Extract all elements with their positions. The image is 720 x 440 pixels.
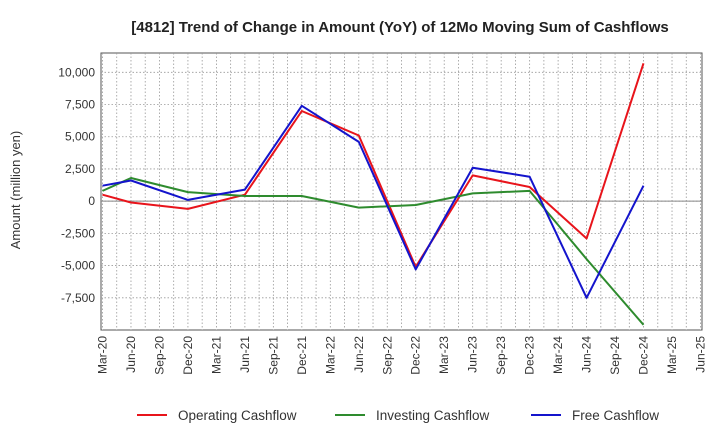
y-tick-label: -2,500 [61,226,95,240]
x-tick-label: Jun-22 [352,336,366,373]
x-tick-label: Jun-23 [466,336,480,373]
x-axis: Mar-20 Jun-20 Sep-20 Dec-20 Mar-21 Jun-21 Sep-… [96,336,708,375]
x-tick-label: Dec-22 [409,336,423,375]
y-tick-label: 0 [88,194,95,208]
x-tick-label: Jun-21 [238,336,252,373]
series-line [102,177,645,326]
x-tick-label: Dec-24 [637,336,651,375]
grid-lines [101,53,702,330]
series-lines [102,62,645,326]
x-tick-label: Dec-21 [295,336,309,375]
y-tick-label: 5,000 [65,130,95,144]
series-line [102,104,645,299]
legend: Operating Cashflow Investing Cashflow Free… [137,408,659,423]
series-line [102,62,645,268]
x-tick-label: Sep-21 [266,336,280,375]
x-tick-label: Mar-21 [209,336,223,374]
x-tick-label: Jun-25 [694,336,708,373]
chart-title: [4812] Trend of Change in Amount (YoY) o… [131,19,669,36]
y-axis-label: Amount (million yen) [8,131,23,250]
x-tick-label: Dec-23 [523,336,537,375]
x-tick-label: Mar-24 [551,336,565,374]
x-tick-label: Sep-20 [152,336,166,375]
y-tick-label: 7,500 [65,98,95,112]
x-tick-label: Mar-22 [323,336,337,374]
y-tick-label: 10,000 [58,65,95,79]
x-tick-label: Sep-23 [494,336,508,375]
x-tick-label: Dec-20 [181,336,195,375]
y-tick-label: -5,000 [61,259,95,273]
x-tick-label: Mar-25 [665,336,679,374]
x-tick-label: Sep-24 [608,336,622,375]
legend-label: Free Cashflow [572,408,659,423]
x-tick-label: Mar-23 [437,336,451,374]
y-axis: 10,000 7,500 5,000 2,500 0 -2,500 -5,000 -7,500 [58,65,95,304]
y-tick-label: 2,500 [65,162,95,176]
legend-label: Operating Cashflow [178,408,297,423]
x-tick-label: Jun-24 [580,336,594,373]
legend-label: Investing Cashflow [376,408,490,423]
x-tick-label: Jun-20 [124,336,138,373]
x-tick-label: Mar-20 [96,336,110,374]
y-tick-label: -7,500 [61,291,95,305]
x-tick-label: Sep-22 [380,336,394,375]
